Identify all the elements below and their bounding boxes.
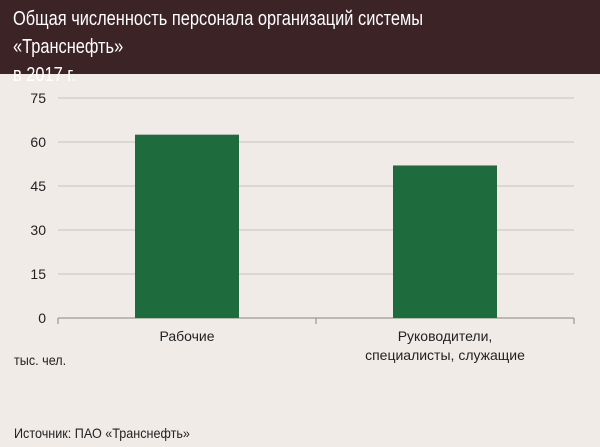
x-category-label-line: специалисты, служащие — [365, 347, 525, 363]
x-category-label-line: Рабочие — [159, 328, 214, 344]
y-axis-unit-label: тыс. чел. — [14, 352, 67, 368]
source-note: Источник: ПАО «Транснефть» — [14, 425, 190, 441]
y-tick-label: 0 — [38, 310, 46, 326]
x-category-label: Руководители, специалисты, служащие — [365, 328, 525, 363]
bar-workers — [135, 134, 239, 318]
y-tick-label: 75 — [30, 90, 46, 106]
chart-title: Общая численность персонала организаций … — [13, 8, 424, 86]
bar-managers — [393, 165, 497, 318]
y-tick-label: 30 — [30, 222, 46, 238]
x-category-label: Рабочие — [159, 328, 214, 344]
y-tick-label: 45 — [30, 178, 46, 194]
bar-chart: 0 15 30 45 60 75 Рабочие Руководители, специалис… — [30, 90, 575, 363]
x-category-label-line: Руководители, — [398, 328, 493, 344]
chart-area: 0 15 30 45 60 75 Рабочие Руководители, специалис… — [0, 74, 600, 424]
y-tick-label: 60 — [30, 134, 46, 150]
chart-header: Общая численность персонала организаций … — [0, 0, 600, 86]
y-tick-label: 15 — [30, 266, 46, 282]
